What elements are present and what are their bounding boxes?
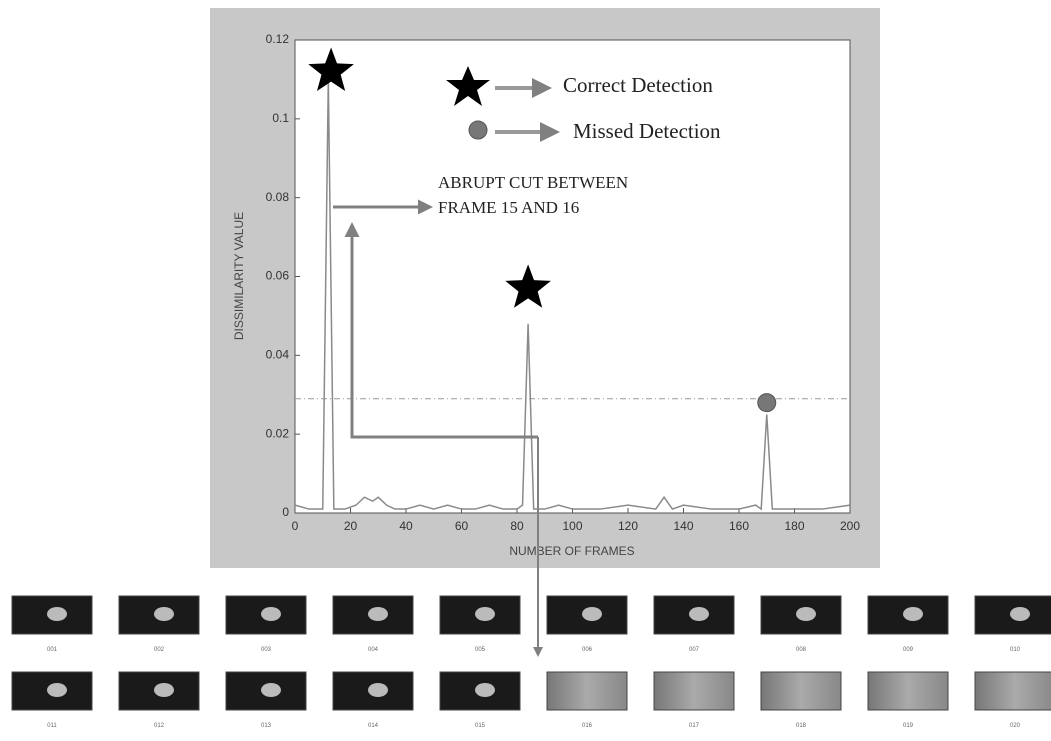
thumbnail-content [582, 607, 602, 621]
x-tick-label: 80 [510, 519, 524, 533]
thumbnail-content [475, 607, 495, 621]
thumbnail-label: 005 [475, 647, 486, 653]
thumbnail-label: 011 [47, 723, 57, 729]
thumbnail-label: 012 [154, 723, 165, 729]
thumbnail-label: 020 [1010, 723, 1021, 729]
y-tick-label: 0.08 [266, 190, 290, 204]
thumbnail-label: 007 [689, 647, 700, 653]
thumbnail-content [368, 683, 388, 697]
thumbnail [761, 672, 841, 710]
thumbnail-label: 009 [903, 647, 914, 653]
x-tick-label: 40 [399, 519, 413, 533]
thumbnail-content [261, 683, 281, 697]
thumbnail-label: 018 [796, 723, 807, 729]
x-tick-label: 20 [344, 519, 358, 533]
y-tick-label: 0 [282, 505, 289, 519]
thumbnail-label: 014 [368, 723, 379, 729]
thumbnail-label: 015 [475, 723, 486, 729]
thumbnail-content [1010, 607, 1030, 621]
figure: NUMBER OF FRAMES DISSIMILARITY VALUE 020… [0, 0, 1051, 741]
y-tick-label: 0.12 [266, 32, 290, 46]
thumbnail-content [796, 607, 816, 621]
thumbnail-label: 013 [261, 723, 272, 729]
legend-label: Missed Detection [573, 119, 721, 143]
y-tick-label: 0.02 [266, 426, 290, 440]
x-tick-label: 0 [292, 519, 299, 533]
annotation: ABRUPT CUT BETWEEN [438, 173, 628, 192]
x-tick-label: 60 [455, 519, 469, 533]
thumbnail-content [154, 607, 174, 621]
legend-circle [469, 121, 487, 139]
x-tick-label: 200 [840, 519, 860, 533]
thumbnail-label: 001 [47, 647, 58, 653]
x-tick-label: 140 [673, 519, 693, 533]
thumbnail-content [475, 683, 495, 697]
thumbnail-content [47, 607, 67, 621]
thumbnail-content [689, 607, 709, 621]
y-tick-label: 0.06 [266, 269, 290, 283]
missed-detection [758, 394, 776, 412]
x-tick-label: 100 [562, 519, 582, 533]
y-tick-label: 0.1 [272, 111, 289, 125]
thumbnail-label: 006 [582, 647, 593, 653]
annotation: FRAME 15 AND 16 [438, 198, 579, 217]
thumbnail [547, 672, 627, 710]
thumbnail-content [154, 683, 174, 697]
thumbnail-content [368, 607, 388, 621]
thumbnail-label: 003 [261, 647, 272, 653]
thumbnail-content [47, 683, 67, 697]
thumbnail [654, 672, 734, 710]
thumbnail-label: 002 [154, 647, 165, 653]
thumbnail-label: 017 [689, 723, 700, 729]
x-tick-label: 180 [784, 519, 804, 533]
x-axis-label: NUMBER OF FRAMES [509, 544, 634, 558]
thumbnail [975, 672, 1051, 710]
thumbnails: 001 002 003 004 005 006 007 008 009 010 011 012 013 0… [12, 596, 1051, 729]
y-tick-label: 0.04 [266, 348, 290, 362]
x-tick-label: 160 [729, 519, 749, 533]
thumbnail-label: 016 [582, 723, 593, 729]
thumbnail-label: 008 [796, 647, 807, 653]
x-tick-label: 120 [618, 519, 638, 533]
legend-label: Correct Detection [563, 73, 713, 97]
y-axis-label: DISSIMILARITY VALUE [232, 212, 246, 340]
thumbnail-label: 019 [903, 723, 914, 729]
plot-area [295, 40, 850, 513]
thumbnail-content [903, 607, 923, 621]
thumbnail-label: 010 [1010, 647, 1021, 653]
thumbnail-label: 004 [368, 647, 379, 653]
thumbnail-content [261, 607, 281, 621]
thumbnail [868, 672, 948, 710]
